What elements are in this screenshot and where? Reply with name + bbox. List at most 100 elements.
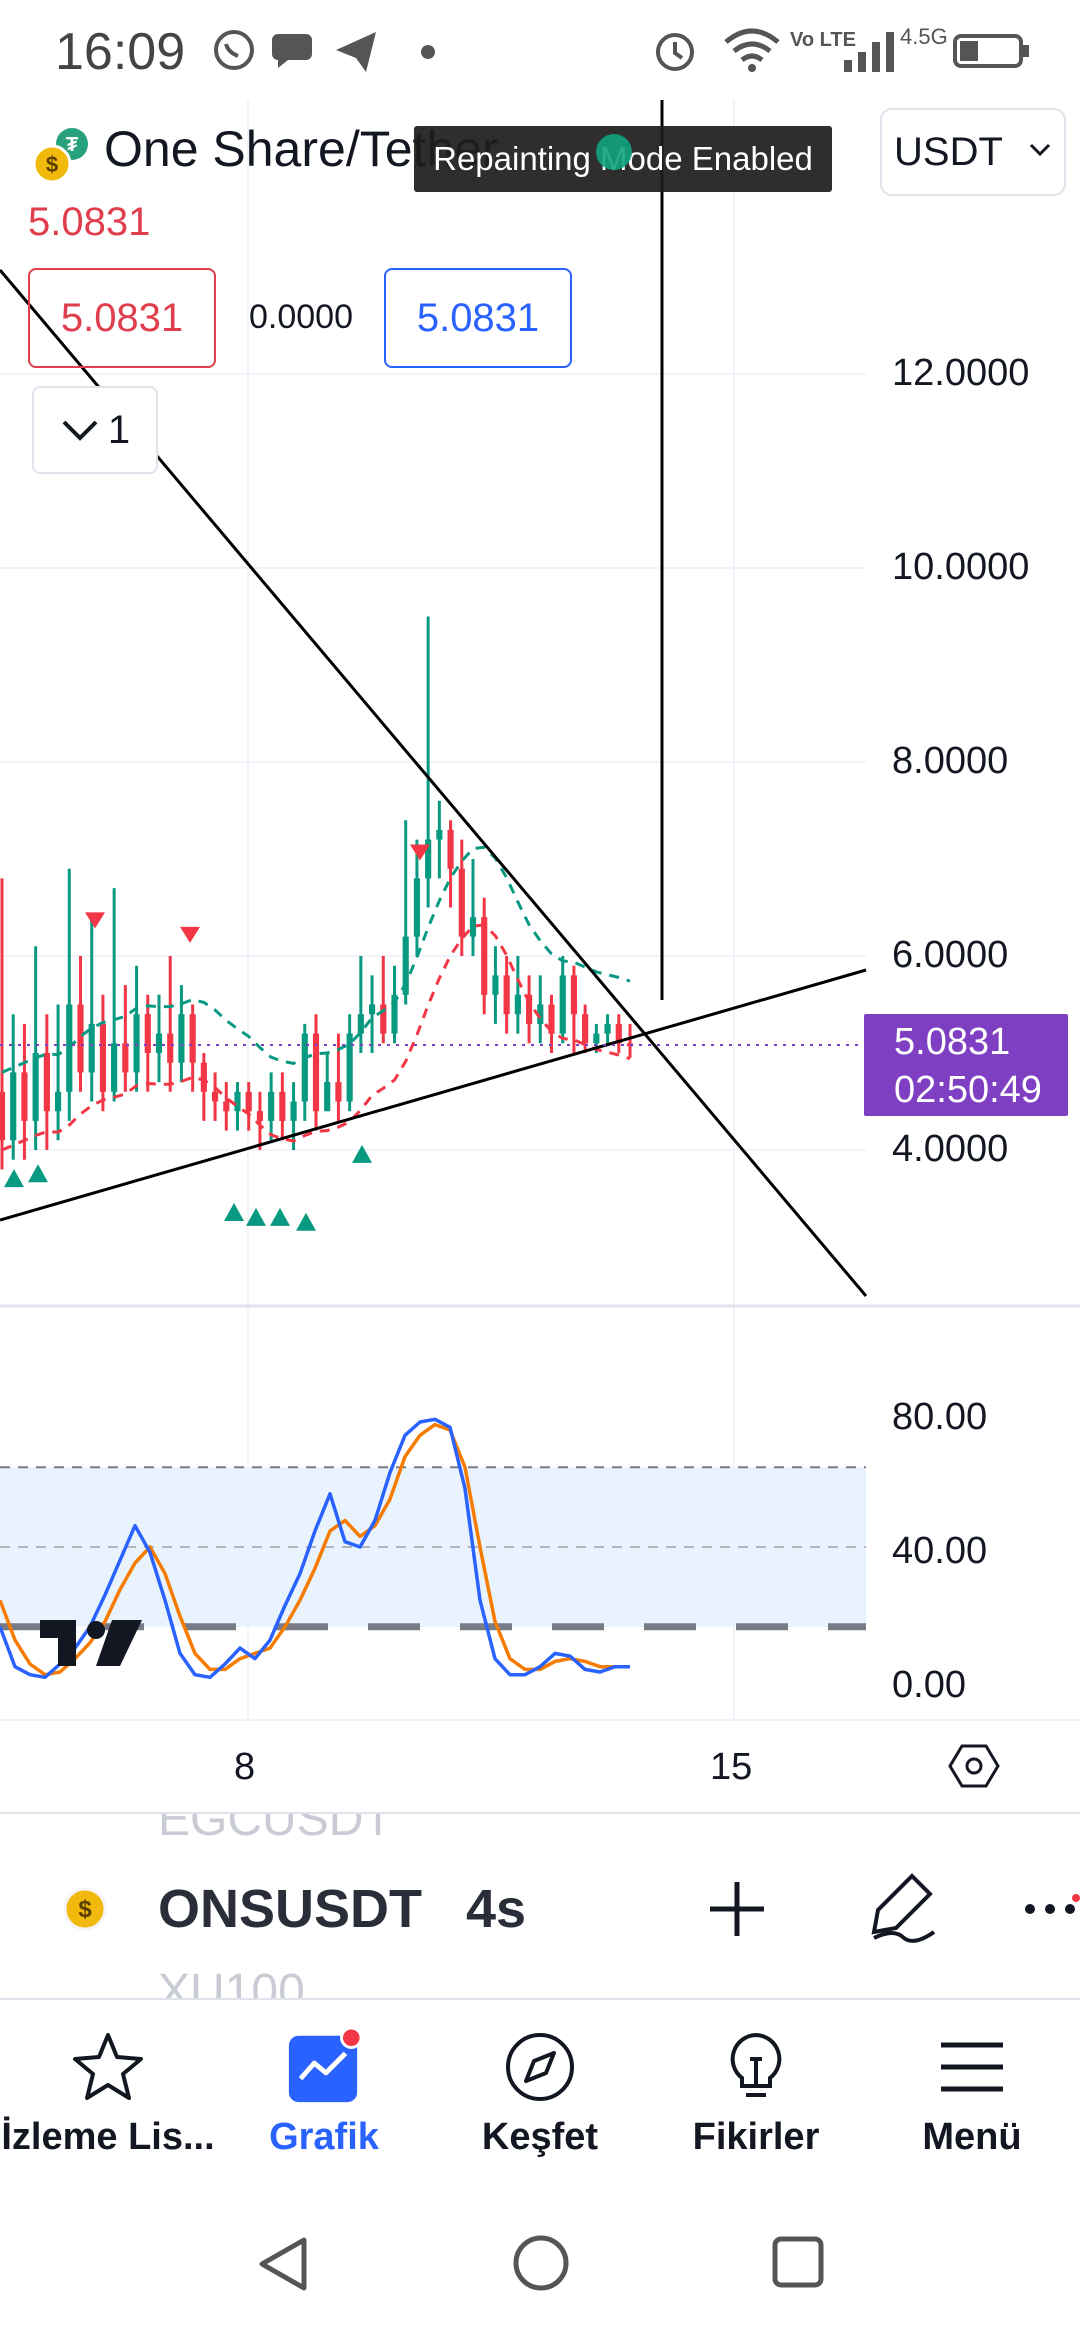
candle-body [155,1033,163,1053]
candle-body [570,975,578,1015]
previous-symbol[interactable]: EGCUSDT [158,1812,393,1846]
candle-body [469,917,477,937]
nav-label: İzleme Lis... [1,2116,215,2158]
symbol-coin-icon: $ [63,1887,107,1931]
svg-text:₮: ₮ [66,134,78,156]
chart-icon [288,2027,363,2103]
bottom-navigation: İzleme Lis... Grafik Keşfet Fikirle [0,2002,1080,2182]
notification-icons [214,30,435,72]
currency-value: USDT [894,129,1003,174]
sell-signal-marker [180,926,200,943]
add-icon[interactable] [700,1872,774,1946]
system-navigation-bar [0,2182,1080,2340]
nav-explore[interactable]: Keşfet [432,2002,648,2182]
candle-body [88,1023,95,1073]
price-axis-label: 12.0000 [892,352,1030,394]
last-price: 5.0831 [28,200,151,244]
candle-body [368,1004,376,1015]
candle-body [21,1072,28,1121]
lower-band-line [1,923,631,1152]
spread-value: 0.0000 [249,298,353,336]
sell-button[interactable]: 5.0831 [28,268,216,368]
sell-signal-marker [410,844,430,861]
candle-body [402,936,409,995]
star-icon [73,2033,143,2100]
nav-watchlist[interactable]: İzleme Lis... [0,2002,216,2182]
candle-body [312,1033,320,1112]
buy-signal-marker [296,1212,316,1231]
buy-button[interactable]: 5.0831 [384,268,572,368]
price-axis-label: 10.0000 [892,546,1030,588]
nav-label: Menü [922,2116,1022,2158]
chevron-down-icon [1029,143,1051,157]
back-icon[interactable] [256,2234,312,2294]
price-axis-label: 8.0000 [892,740,1009,782]
price-chart[interactable] [0,100,1080,1812]
candle-body [268,1091,275,1121]
upper-band-line [1,845,631,1074]
candle-body [593,1033,600,1044]
candle-body [346,1033,353,1102]
candle-body [458,868,465,937]
svg-text:$: $ [46,152,58,177]
candle-body [301,1033,308,1102]
tradingview-logo[interactable] [40,1620,142,1666]
candle-body [43,1053,50,1112]
currency-select[interactable]: USDT [880,108,1066,196]
candle-body [99,1023,107,1092]
recents-icon[interactable] [770,2234,826,2290]
svg-text:$: $ [78,1896,92,1923]
time-axis-label: 15 [710,1746,753,1788]
alarm-icon [656,33,694,71]
candle-body [167,1033,174,1063]
candle-body [54,1091,62,1112]
nav-label: Fikirler [692,2116,820,2158]
candle-body [223,1101,230,1112]
chart-settings-icon[interactable] [948,1740,1000,1792]
sell-signal-marker [85,912,105,929]
interval-selector[interactable]: 4s [466,1879,527,1939]
nav-chart[interactable]: Grafik [216,2002,432,2182]
network-type: 4.5G [900,24,948,49]
price-axis-label: 6.0000 [892,934,1009,976]
candle-body [189,1014,196,1063]
candle-body [582,1014,589,1044]
candle-body [324,1082,331,1112]
candle-body [111,1043,118,1092]
symbol-bar: EGCUSDT XU100 $ ONSUSDT 4s [0,1812,1080,2000]
chevron-down-icon [62,420,98,441]
candle-body [391,994,398,1034]
stoch-d-line [0,1422,630,1677]
nav-label: Grafik [269,2116,379,2158]
wifi-icon [724,28,780,72]
candle-body [234,1091,241,1112]
lightbulb-icon [730,2032,782,2097]
candle-body [256,1111,264,1121]
indicators-toggle[interactable]: 1 [32,386,158,474]
nav-menu[interactable]: Menü [864,2002,1080,2182]
candle-body [413,878,421,937]
status-time: 16:09 [55,23,186,81]
candle-body [436,829,443,840]
more-icon[interactable] [1020,1894,1080,1924]
candle-body [604,1023,611,1034]
candle-body [559,975,566,1034]
stoch-k-line [0,1417,630,1680]
symbol-name[interactable]: ONSUSDT [158,1879,423,1939]
battery-icon [953,34,1029,68]
next-symbol[interactable]: XU100 [158,1965,305,2000]
oscillator-axis-label: 80.00 [892,1396,988,1438]
drawing-tool-icon[interactable] [864,1866,944,1946]
candle-body [492,975,499,995]
candle-body [144,1014,151,1053]
candle-body [290,1101,297,1121]
candle-body [200,1062,207,1092]
hamburger-icon [941,2042,1003,2092]
indicator-count: 1 [107,407,131,452]
buy-signal-marker [352,1144,372,1163]
candle-body [425,839,432,879]
home-icon[interactable] [510,2232,572,2294]
nav-ideas[interactable]: Fikirler [648,2002,864,2182]
time-axis-label: 8 [234,1746,256,1788]
compass-icon [506,2033,574,2101]
